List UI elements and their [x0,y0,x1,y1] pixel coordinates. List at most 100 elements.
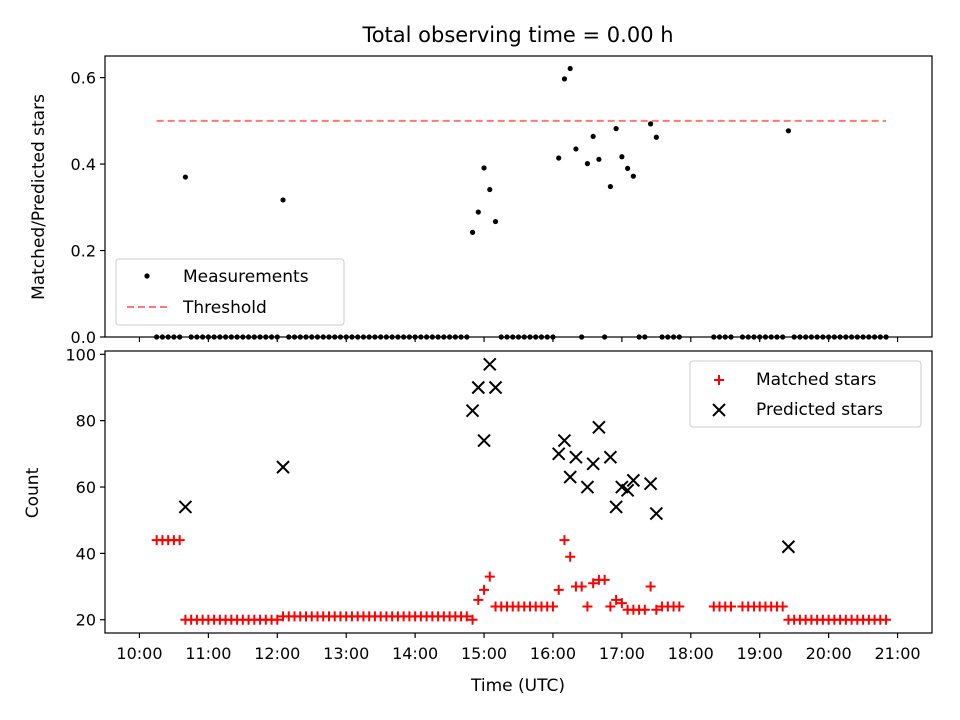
predicted-star-point [643,476,658,491]
measurement-point [475,209,481,215]
measurement-point [182,174,189,180]
x-tick-label: 12:00 [254,644,300,663]
measurement-point [584,161,591,167]
bottom-y-axis-label: Count [23,467,43,518]
predicted-star-point [603,450,618,464]
top-plot-frame [104,55,933,338]
matched-star-point [582,601,593,612]
predicted-star-point [477,433,491,448]
predicted-star-point [592,420,606,435]
measurement-point [492,218,499,225]
x-tick-label: 17:00 [599,644,645,663]
measurement-point [619,154,625,160]
matched-star-point [272,614,283,625]
predicted-star-point [178,500,193,514]
predicted-star-point [586,457,600,471]
matched-star-point [547,601,558,612]
predicted-star-point [465,404,480,418]
legend-threshold-label: Threshold [182,298,267,318]
x-tick-label: 20:00 [806,644,852,663]
predicted-star-point [471,380,486,395]
x-tick-label: 14:00 [392,644,438,663]
measurement-point [785,128,792,134]
measurement-point [590,133,596,140]
predicted-star-point [483,357,497,371]
bottom-y-tick-label: 20 [76,611,96,630]
matched-star-point [484,571,495,582]
top-y-tick-label: 0.4 [71,155,96,174]
predicted-star-point [781,540,796,554]
measurement-point [630,173,636,179]
matched-star-point [479,584,490,595]
predicted-star-point [276,460,290,474]
x-axis-label: Time (UTC) [470,676,565,696]
matched-star-point [645,581,656,592]
top-y-tick-label: 0.2 [71,242,96,261]
predicted-star-point [626,473,641,488]
predicted-star-point [488,380,503,395]
legend-predicted-marker [712,403,726,417]
bottom-y-tick-label: 60 [76,478,96,497]
measurement-point [469,229,476,235]
matched-star-point [616,598,627,609]
top-legend-box [115,258,345,326]
top-y-axis-label: Matched/Predicted stars [29,94,49,300]
top-y-tick-label: 0.0 [71,328,96,347]
matched-star-point [576,581,587,592]
predicted-star-point [551,447,566,461]
matched-star-point [599,574,610,585]
x-tick-label: 11:00 [185,644,231,663]
top-y-tick-label: 0.6 [71,69,96,88]
measurement-point [653,134,659,140]
matched-star-point [611,594,622,605]
bottom-plot: 20 40 60 80 100 10:00 11:00 12:00 13:00 14:00 15:0… [65,345,933,663]
legend-measurements-label: Measurements [183,267,309,287]
predicted-star-point [557,433,572,448]
bottom-plot-frame [104,350,933,634]
matched-star-point [605,601,616,612]
bottom-y-tick-label: 100 [65,345,96,364]
measurement-point [556,155,562,161]
matched-star-point [777,601,788,612]
bottom-y-tick-label: 80 [76,412,96,431]
predicted-star-point [563,470,577,484]
matched-star-point [553,584,564,595]
x-tick-label: 18:00 [668,644,714,663]
top-chart-title: Total observing time = 0.00 h [361,23,673,47]
predicted-star-point [620,483,635,498]
bottom-legend: Matched stars Predicted stars [689,360,922,428]
x-tick-label: 19:00 [737,644,783,663]
matched-star-point [467,614,478,625]
measurement-point [280,197,286,203]
matched-star-point [881,614,892,625]
legend-matched-label: Matched stars [756,370,876,390]
measurement-point [573,146,579,152]
matched-star-point [559,535,570,546]
predicted-star-point [649,506,664,521]
matched-star-point [639,604,650,615]
matched-star-point [174,535,185,546]
matched-star-point [565,551,576,562]
measurement-point [625,165,631,171]
matched-star-point [651,604,662,615]
measurement-point [613,126,619,132]
matched-star-point [473,594,484,605]
predicted-star-point [569,450,583,464]
top-legend: Measurements Threshold [115,258,345,326]
measurement-point [647,121,654,127]
legend-predicted-label: Predicted stars [756,400,883,420]
measurement-point [607,183,613,190]
matched-star-point [725,601,736,612]
measurement-point [561,76,568,82]
measurement-point [481,165,487,171]
matched-star-point [674,601,685,612]
x-tick-label: 13:00 [323,644,369,663]
legend-measurements-marker [144,273,150,279]
measurement-point [596,156,602,162]
bottom-legend-box [689,360,922,428]
top-plot: 0.0 0.2 0.4 0.6 Measurements Threshold [71,55,933,347]
x-tick-label: 10:00 [116,644,162,663]
legend-matched-marker [714,375,724,385]
x-tick-label: 21:00 [874,644,920,663]
